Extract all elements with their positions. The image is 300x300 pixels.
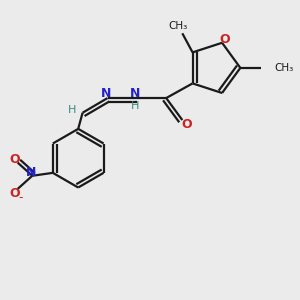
Text: O: O <box>9 153 20 166</box>
Text: O: O <box>182 118 192 131</box>
Text: N: N <box>26 166 36 179</box>
Text: N: N <box>101 87 111 100</box>
Text: CH₃: CH₃ <box>274 63 293 73</box>
Text: +: + <box>27 169 35 179</box>
Text: H: H <box>68 105 76 115</box>
Text: O: O <box>220 33 230 46</box>
Text: N: N <box>130 87 141 100</box>
Text: CH₃: CH₃ <box>168 21 188 31</box>
Text: H: H <box>131 101 140 111</box>
Text: O: O <box>9 187 20 200</box>
Text: -: - <box>18 191 23 204</box>
